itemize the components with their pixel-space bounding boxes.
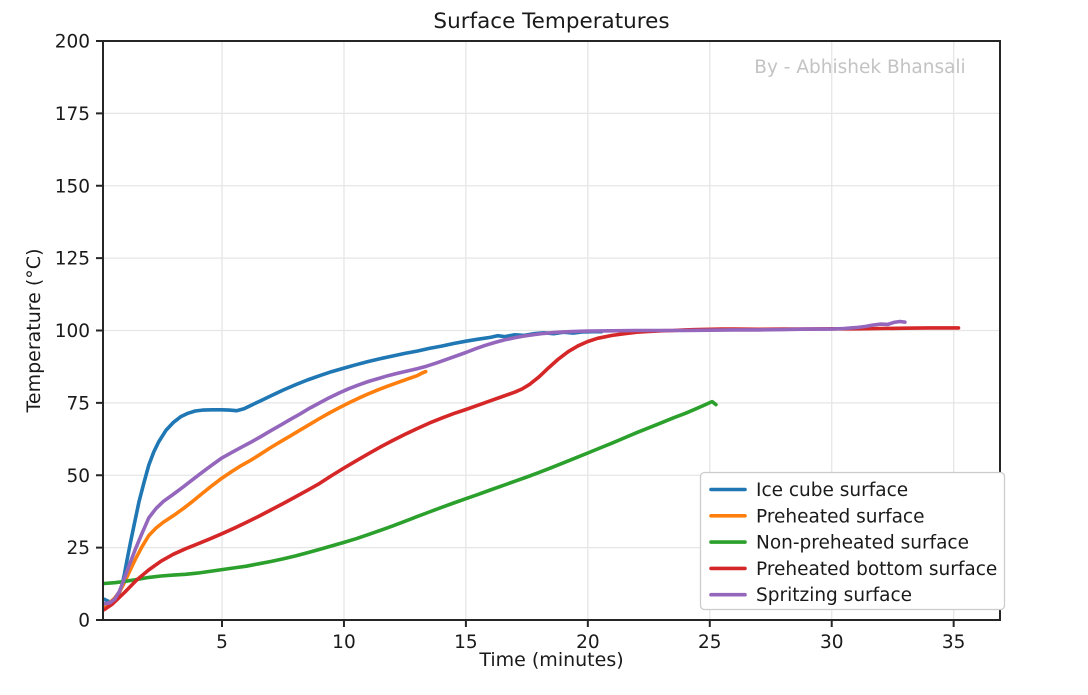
y-axis-label: Temperature (°C) — [23, 249, 45, 414]
series-line-ice-cube-surface — [102, 329, 604, 604]
legend-label: Preheated surface — [756, 506, 925, 527]
tick-labels: 5 10 15 20 25 30 35 0 25 50 75 100 125 150 175 200 — [55, 32, 966, 654]
x-tick-label: 5 — [216, 632, 228, 653]
legend-box — [699, 471, 1006, 611]
y-tick-label: 25 — [66, 538, 90, 559]
legend-label: Non-preheated surface — [756, 533, 969, 554]
legend: Ice cube surface Preheated surface Non-pre… — [699, 471, 1006, 611]
x-tick-label: 20 — [576, 632, 600, 653]
chart-title: Surface Temperatures — [433, 9, 669, 34]
x-tick-label: 35 — [942, 632, 966, 653]
legend-label: Preheated bottom surface — [756, 559, 997, 580]
legend-label: Ice cube surface — [756, 480, 908, 501]
x-tick-label: 30 — [820, 632, 844, 653]
y-tick-label: 175 — [55, 104, 90, 125]
x-tick-label: 10 — [332, 632, 356, 653]
y-tick-label: 100 — [55, 321, 90, 342]
series-line-non-preheated-surface — [102, 399, 718, 586]
y-tick-label: 50 — [66, 466, 90, 487]
y-tick-label: 0 — [78, 611, 90, 632]
watermark-text: By - Abhishek Bhansali — [754, 57, 965, 78]
x-axis-label: Time (minutes) — [478, 649, 623, 671]
y-tick-label: 150 — [55, 176, 90, 197]
series-group — [102, 319, 961, 612]
y-tick-label: 75 — [66, 393, 90, 414]
tick-marks — [96, 40, 955, 627]
y-tick-label: 200 — [55, 32, 90, 53]
x-tick-label: 25 — [698, 632, 722, 653]
legend-label: Spritzing surface — [756, 585, 912, 606]
x-tick-label: 15 — [454, 632, 478, 653]
series-line-preheated-surface — [102, 369, 428, 608]
y-tick-label: 125 — [55, 249, 90, 270]
series-line-spritzing-surface — [102, 319, 907, 606]
